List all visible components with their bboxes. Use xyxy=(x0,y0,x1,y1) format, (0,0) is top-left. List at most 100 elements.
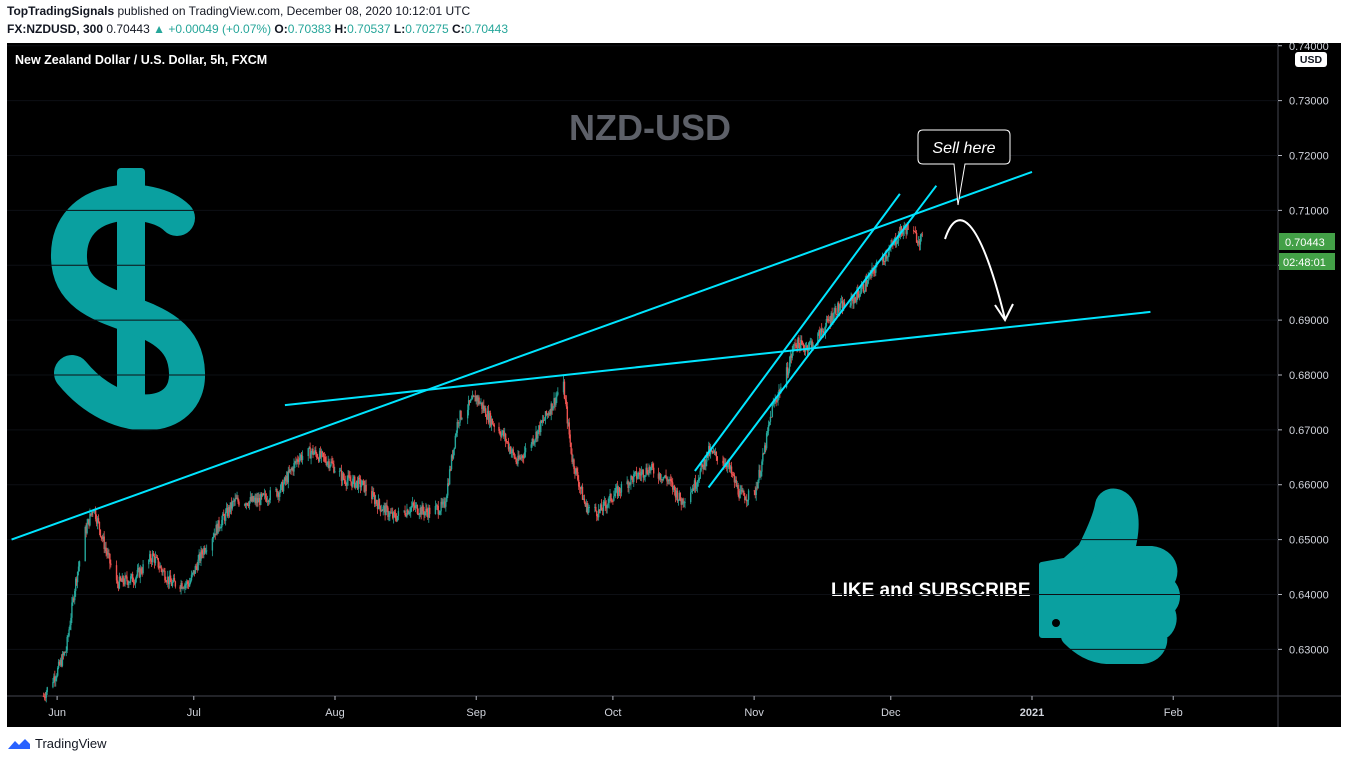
candle-body xyxy=(812,344,814,348)
chart-svg[interactable]: New Zealand Dollar / U.S. Dollar, 5h, FX… xyxy=(7,43,1341,727)
candle-body xyxy=(222,513,224,520)
candle-body xyxy=(511,449,513,452)
candle-body xyxy=(756,487,758,489)
trendlines[interactable] xyxy=(11,171,1151,541)
time-tick-label: Oct xyxy=(604,707,621,719)
candle-body xyxy=(862,284,865,292)
candle-body xyxy=(324,456,327,462)
candle-body xyxy=(352,478,354,487)
candle-body xyxy=(647,473,649,475)
candle-body xyxy=(714,451,717,453)
candle-body xyxy=(611,500,613,502)
candle-body xyxy=(795,344,797,346)
candle-body xyxy=(131,574,133,577)
time-axis[interactable]: Jun Jul Aug Sep Oct Nov Dec 2021 Feb xyxy=(48,696,1183,719)
candle-body xyxy=(466,409,469,419)
candle-body xyxy=(121,576,123,582)
candle-body xyxy=(896,240,899,244)
currency-badge-text: USD xyxy=(1300,54,1323,66)
candle-body xyxy=(299,454,302,459)
candle-body xyxy=(264,493,267,498)
candle-body xyxy=(556,394,558,398)
candle-body xyxy=(776,400,778,402)
candle-body xyxy=(440,501,442,512)
candle-body xyxy=(744,495,746,501)
candle-body xyxy=(627,481,629,489)
candle-body xyxy=(428,507,430,518)
candle-body xyxy=(186,581,188,584)
candle-body xyxy=(796,345,798,349)
candle-body xyxy=(501,433,503,437)
candle-body xyxy=(472,395,475,397)
tradingview-logo-icon xyxy=(8,738,30,749)
candle-body xyxy=(705,461,707,467)
candle-body xyxy=(237,497,239,502)
candle-body xyxy=(128,582,130,586)
candle-body xyxy=(596,511,598,517)
candle-body xyxy=(757,480,759,489)
candle-body xyxy=(603,501,606,503)
candle-body xyxy=(116,580,119,584)
sell-here-callout[interactable]: Sell here xyxy=(917,129,1011,206)
candle-body xyxy=(86,524,88,534)
candle-body xyxy=(759,469,761,477)
candle-body xyxy=(810,341,812,343)
candle-body xyxy=(257,498,259,503)
candle-body xyxy=(444,501,446,507)
candle-body xyxy=(618,487,621,492)
candle-body xyxy=(68,629,70,636)
candle-body xyxy=(670,479,672,482)
candle-body xyxy=(323,456,326,458)
candle-body xyxy=(131,574,134,582)
candle-body xyxy=(482,405,484,409)
candle-body xyxy=(777,394,779,401)
candle-body xyxy=(250,497,252,502)
candle-body xyxy=(615,487,617,494)
candle-body xyxy=(65,650,67,653)
candle-body xyxy=(467,400,470,410)
candle-body xyxy=(410,506,413,508)
candle-body xyxy=(364,484,366,492)
candle-body xyxy=(442,501,444,505)
candle-body xyxy=(671,482,674,490)
candle-body xyxy=(788,362,791,372)
candle-body xyxy=(45,691,47,698)
candle-body xyxy=(566,406,569,424)
time-tick-label: Jul xyxy=(187,707,201,719)
candle-body xyxy=(632,476,634,483)
candle-body xyxy=(798,337,800,345)
candle-body xyxy=(722,460,724,464)
low-label: L: xyxy=(393,22,406,36)
candle-body xyxy=(663,477,665,479)
candle-body xyxy=(855,298,857,302)
price-tick-label: 0.67000 xyxy=(1289,425,1329,437)
candle-body xyxy=(278,492,280,497)
candle-body xyxy=(342,473,345,479)
candle-body xyxy=(52,682,54,688)
candle-body xyxy=(682,498,684,504)
price-tick-label: 0.69000 xyxy=(1289,315,1329,327)
currency-badge[interactable]: USD xyxy=(1295,52,1327,67)
candle-body xyxy=(830,313,832,324)
candle-body xyxy=(403,510,405,512)
candle-body xyxy=(261,493,263,496)
candle-body xyxy=(42,696,45,697)
candle-body xyxy=(53,676,55,683)
chart-frame[interactable]: New Zealand Dollar / U.S. Dollar, 5h, FX… xyxy=(7,43,1341,727)
last-price: 0.70443 xyxy=(106,22,150,36)
candle-body xyxy=(772,402,774,405)
footer[interactable]: TradingView xyxy=(7,736,107,751)
candle-body xyxy=(340,470,343,481)
candle-body xyxy=(680,500,682,505)
price-axis[interactable]: 0.740000.730000.720000.710000.700000.690… xyxy=(1278,43,1329,656)
candle-body xyxy=(187,581,189,584)
candle-body xyxy=(312,448,314,455)
candle-body xyxy=(825,318,828,327)
publisher-name[interactable]: TopTradingSignals xyxy=(7,4,115,18)
candle-body xyxy=(59,659,62,665)
candle-body xyxy=(361,480,364,486)
candle-body xyxy=(513,453,515,458)
candle-body xyxy=(523,452,526,458)
candle-body xyxy=(715,451,718,457)
candle-body xyxy=(174,581,177,587)
